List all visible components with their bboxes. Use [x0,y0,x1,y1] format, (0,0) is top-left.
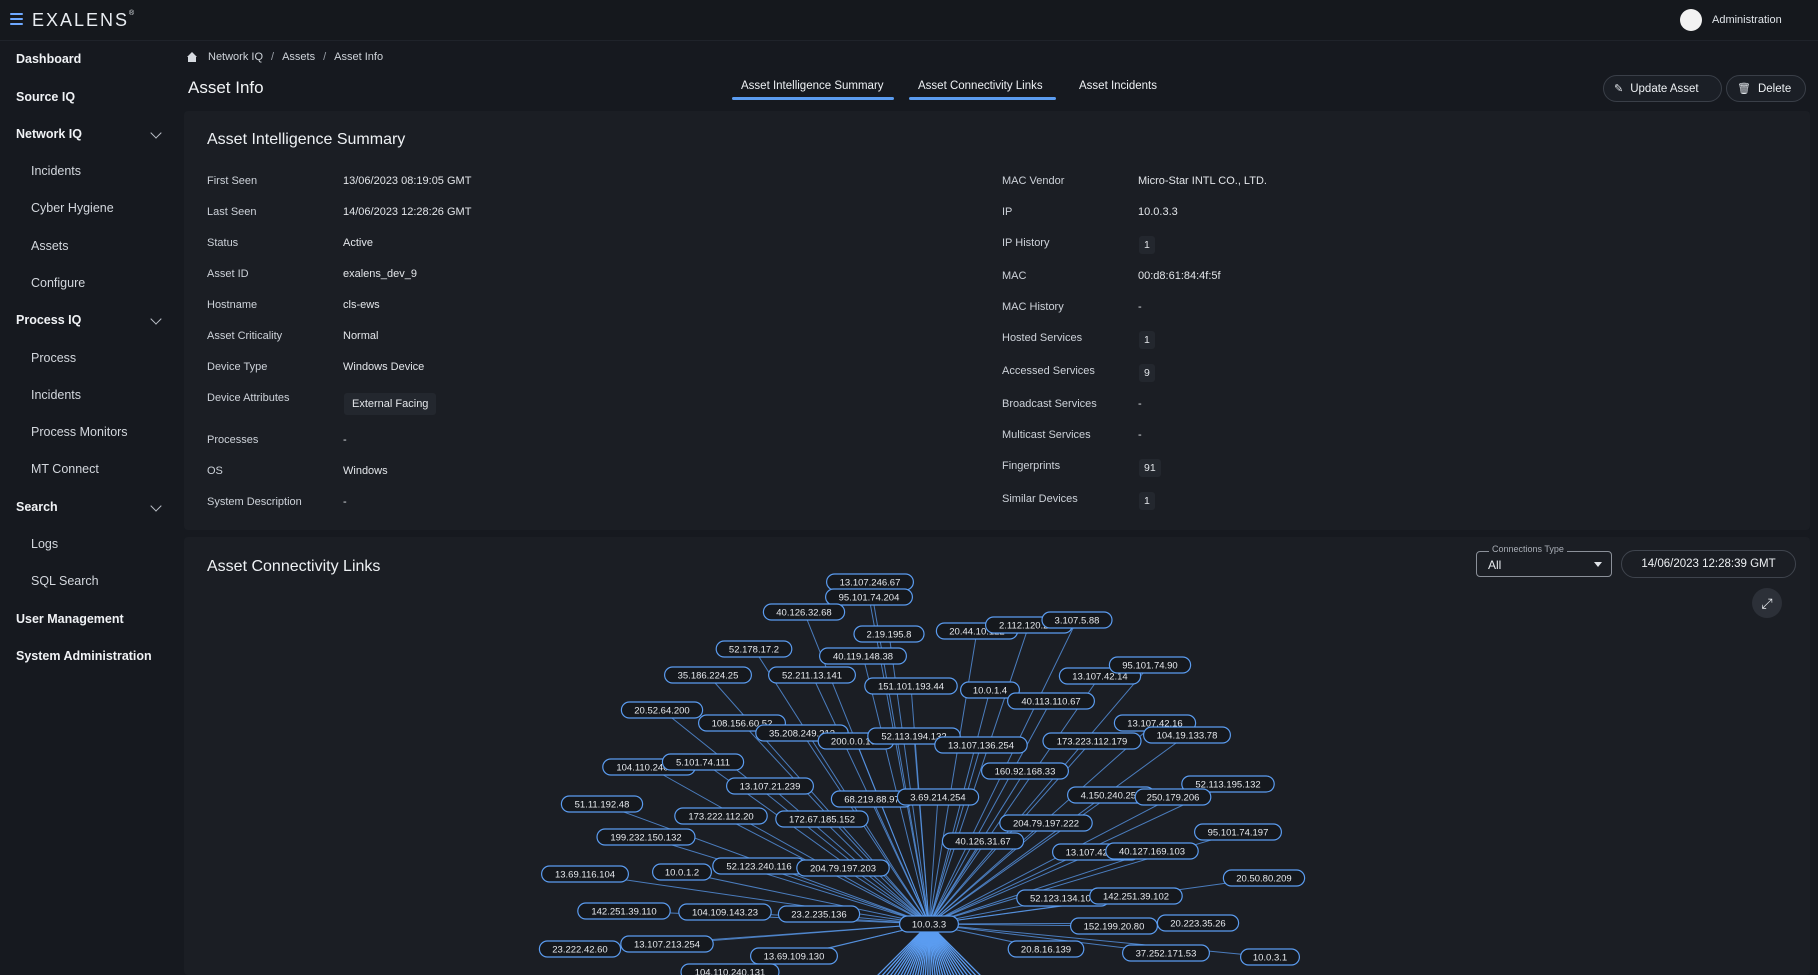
field-value: 13/06/2023 08:19:05 GMT [343,175,472,187]
sidebar-item-source-iq[interactable]: Source IQ [16,90,76,104]
field-value: - [343,434,347,446]
breadcrumb: Network IQ / Assets / Asset Info [186,51,383,63]
field-value: 9 [1139,364,1155,382]
field-label: Broadcast Services [1002,398,1097,410]
sidebar-item-network-iq[interactable]: Network IQ [16,127,82,141]
field-value: 1 [1139,492,1155,510]
field-value: Windows [343,465,388,477]
field-label: MAC Vendor [1002,175,1065,187]
field-value: 1 [1139,331,1155,349]
caret-down-icon[interactable] [1594,562,1602,567]
field-label: Fingerprints [1002,460,1061,472]
field-value: 91 [1139,459,1161,477]
connections-type-value: All [1488,558,1502,572]
tab-asset-intelligence-summary[interactable]: Asset Intelligence Summary [741,80,884,92]
field-value: External Facing [344,393,437,415]
field-value: exalens_dev_9 [343,268,418,280]
delete-button[interactable]: 🗑 Delete [1726,75,1806,102]
sidebar-item-search[interactable]: Search [16,500,58,514]
field-value: - [1138,398,1142,410]
chevron-down-icon[interactable] [150,313,162,325]
field-label: Hosted Services [1002,332,1083,344]
field-value: 1 [1139,236,1155,254]
field-value: Active [343,237,373,249]
field-label: First Seen [207,175,258,187]
field-value: - [343,496,347,508]
sidebar-item-process[interactable]: Process [31,351,77,365]
chevron-down-icon[interactable] [150,127,162,139]
field-label: Hostname [207,299,258,311]
field-label: Device Attributes [207,392,290,404]
field-label: Last Seen [207,206,257,218]
field-value: 00:d8:61:84:4f:5f [1138,270,1221,282]
tab-underline [909,97,1056,100]
date-picker-button[interactable]: 14/06/2023 12:28:39 GMT [1621,550,1796,578]
asset-connectivity-panel [184,537,1810,975]
admin-label[interactable]: Administration [1712,14,1782,26]
field-label: MAC History [1002,301,1064,313]
update-asset-button[interactable]: ✎ Update Asset [1603,75,1722,102]
field-value: cls-ews [343,299,380,311]
avatar[interactable] [1680,9,1702,31]
sidebar-item-process-iq[interactable]: Process IQ [16,313,82,327]
field-label: Asset Criticality [207,330,283,342]
app-logo[interactable]: EXALENS® [32,10,135,30]
sidebar-item-incidents[interactable]: Incidents [31,388,82,402]
field-label: Multicast Services [1002,429,1091,441]
top-bar: EXALENS® Administration [0,0,1818,41]
sidebar-item-incidents[interactable]: Incidents [31,164,82,178]
field-label: Device Type [207,361,268,373]
expand-icon[interactable]: ⤢ [1752,588,1782,618]
field-label: IP History [1002,237,1050,249]
sidebar-item-user-management[interactable]: User Management [16,612,124,626]
field-label: MAC [1002,270,1027,282]
field-value: - [1138,429,1142,441]
field-label: IP [1002,206,1013,218]
home-icon[interactable] [186,51,198,63]
page-title: Asset Info [188,78,264,97]
field-value: 10.0.3.3 [1138,206,1178,218]
field-label: Processes [207,434,259,446]
trash-icon: 🗑 [1737,83,1751,95]
sidebar-item-sql-search[interactable]: SQL Search [31,574,99,588]
sidebar-item-configure[interactable]: Configure [31,276,86,290]
field-label: Similar Devices [1002,493,1078,505]
asset-summary-panel [184,111,1810,530]
field-label: System Description [207,496,302,508]
summary-title: Asset Intelligence Summary [207,131,406,148]
field-value: 14/06/2023 12:28:26 GMT [343,206,472,218]
sidebar-item-process-monitors[interactable]: Process Monitors [31,425,128,439]
breadcrumb-asset-info: Asset Info [334,51,384,63]
connections-type-label: Connections Type [1489,544,1567,554]
field-label: Accessed Services [1002,365,1095,377]
sidebar-item-assets[interactable]: Assets [31,239,69,253]
field-value: Windows Device [343,361,425,373]
field-label: Status [207,237,239,249]
field-value: Micro-Star INTL CO., LTD. [1138,175,1267,187]
menu-icon[interactable] [10,13,23,25]
sidebar-item-logs[interactable]: Logs [31,537,59,551]
sidebar-item-cyber-hygiene[interactable]: Cyber Hygiene [31,201,114,215]
sidebar-item-system-administration[interactable]: System Administration [16,649,152,663]
sidebar-item-dashboard[interactable]: Dashboard [16,52,82,66]
breadcrumb-network-iq[interactable]: Network IQ [208,51,264,63]
sidebar-item-mt-connect[interactable]: MT Connect [31,462,99,476]
pencil-icon: ✎ [1614,83,1624,95]
tab-asset-connectivity-links[interactable]: Asset Connectivity Links [918,80,1043,92]
field-value: Normal [343,330,379,342]
tab-asset-incidents[interactable]: Asset Incidents [1079,80,1157,92]
field-value: - [1138,301,1142,313]
breadcrumb-assets[interactable]: Assets [282,51,316,63]
tab-underline [732,97,894,100]
field-label: Asset ID [207,268,249,280]
sidebar: Dashboard Source IQ Network IQ Incidents Cyb… [0,41,178,975]
connectivity-title: Asset Connectivity Links [207,558,381,575]
chevron-down-icon[interactable] [150,500,162,512]
field-label: OS [207,465,223,477]
